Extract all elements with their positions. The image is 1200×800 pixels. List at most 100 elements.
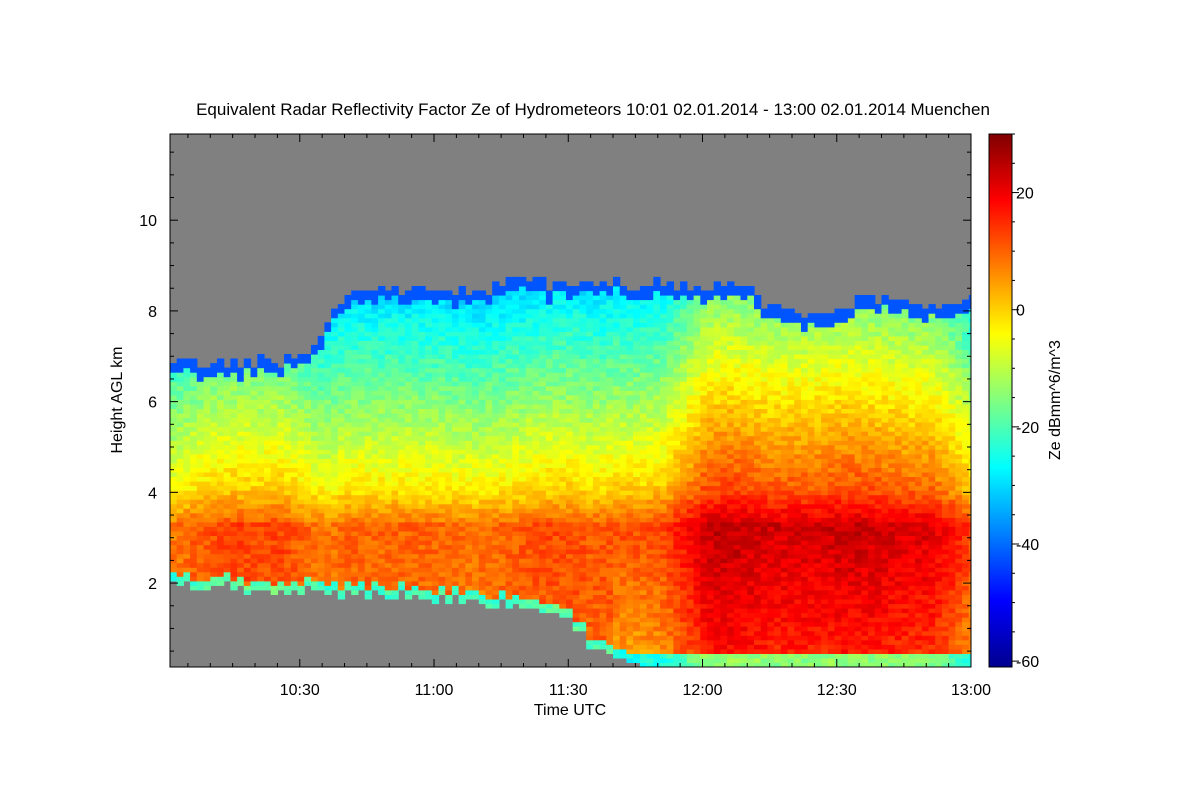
heatmap-cell [431,485,440,491]
heatmap-cell [498,363,507,369]
heatmap-cell [639,403,648,409]
heatmap-cell [290,385,299,391]
heatmap-cell [190,462,198,468]
heatmap-cell [646,462,654,468]
heatmap-cell [545,381,554,387]
heatmap-cell [472,326,480,332]
heatmap-cell [465,535,473,541]
heatmap-cell [666,403,674,409]
heatmap-cell [606,630,614,636]
heatmap-cell [190,449,198,455]
heatmap-cell [203,535,211,541]
heatmap-cell [572,499,580,505]
heatmap-cell [364,399,372,405]
heatmap-cell [579,462,587,468]
heatmap-cell [485,499,493,505]
heatmap-cell [364,553,372,559]
heatmap-cell [230,376,238,382]
heatmap-cell [559,599,567,605]
heatmap-cell [666,394,674,400]
heatmap-cell [472,526,480,532]
heatmap-cell [478,417,487,423]
heatmap-cell [586,354,594,360]
heatmap-cell [613,349,621,355]
heatmap-cell [170,394,178,400]
heatmap-cell [572,549,580,555]
heatmap-cell [478,408,487,414]
heatmap-cell [586,317,594,323]
heatmap-cell [525,417,534,423]
heatmap-cell [196,413,205,419]
heatmap-cell [572,576,580,582]
heatmap-cell [270,385,278,391]
heatmap-cell [284,553,292,559]
heatmap-cell [613,440,621,446]
heatmap-cell [264,372,272,378]
heatmap-cell [411,508,419,514]
heatmap-cell [210,426,218,432]
heatmap-cell [646,335,654,341]
heatmap-cell [472,499,480,505]
heatmap-cell [331,562,339,568]
heatmap-cell [465,376,473,382]
heatmap-cell [566,589,574,595]
heatmap-cell [431,599,440,605]
heatmap-cell [660,367,668,373]
heatmap-cell [391,594,399,600]
heatmap-cell [284,440,292,446]
heatmap-cell [190,494,198,500]
heatmap-cell [270,367,278,373]
heatmap-cell [465,562,473,568]
heatmap-cell [243,449,252,455]
heatmap-cell [223,367,231,373]
heatmap-cell [317,335,325,341]
heatmap-cell [512,562,520,568]
heatmap-cell [505,562,513,568]
heatmap-cell [451,344,460,350]
heatmap-cell [512,490,520,496]
heatmap-cell [492,390,500,396]
heatmap-cell [230,585,238,591]
heatmap-cell [566,558,574,564]
heatmap-cell [243,358,252,364]
heatmap-cell [311,494,319,500]
heatmap-cell [431,340,440,346]
heatmap-cell [170,449,178,455]
heatmap-cell [599,476,607,482]
heatmap-cell [639,399,648,405]
heatmap-cell [418,440,426,446]
heatmap-cell [398,331,406,337]
heatmap-cell [673,535,681,541]
heatmap-cell [498,435,507,441]
heatmap-cell [243,403,252,409]
heatmap-cell [445,544,453,550]
heatmap-cell [438,299,446,305]
heatmap-cell [264,358,272,364]
heatmap-cell [391,331,399,337]
heatmap-cell [505,344,513,350]
heatmap-cell [217,399,225,405]
heatmap-cell [297,417,305,423]
heatmap-cell [599,344,607,350]
heatmap-cell [519,526,527,532]
heatmap-cell [304,440,312,446]
heatmap-cell [592,517,601,523]
heatmap-cell [666,349,674,355]
heatmap-cell [398,431,406,437]
heatmap-cell [666,295,674,301]
heatmap-cell [317,580,325,586]
heatmap-cell [613,540,621,546]
heatmap-cell [203,440,211,446]
heatmap-cell [196,449,205,455]
heatmap-cell [519,589,527,595]
heatmap-cell [505,494,513,500]
heatmap-cell [250,444,258,450]
heatmap-cell [371,517,379,523]
heatmap-cell [210,422,218,428]
heatmap-cell [445,558,453,564]
heatmap-cell [626,413,634,419]
heatmap-cell [552,549,560,555]
heatmap-cell [472,481,480,487]
heatmap-cell [492,381,500,387]
heatmap-cell [505,308,513,314]
